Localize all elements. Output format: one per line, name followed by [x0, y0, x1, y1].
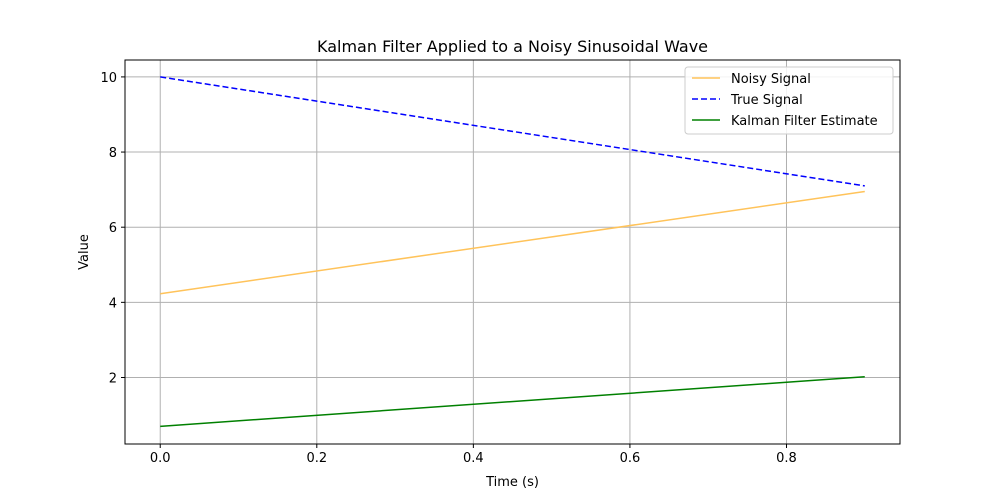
series-line-kalman-filter-estimate	[160, 375, 865, 428]
series-line-noisy-signal	[160, 190, 865, 295]
x-tick-label: 0.8	[776, 451, 797, 466]
legend-label-noisy-signal: Noisy Signal	[731, 72, 811, 87]
chart-title: Kalman Filter Applied to a Noisy Sinusoi…	[317, 37, 708, 56]
y-tick-label: 6	[109, 221, 117, 236]
x-tick-label: 0.2	[306, 451, 327, 466]
y-axis-label: Value	[77, 234, 92, 270]
y-tick-label: 2	[109, 371, 117, 386]
x-axis-label: Time (s)	[485, 475, 539, 490]
y-tick-label: 10	[100, 71, 117, 86]
x-axis-ticks: 0.0 0.2 0.4 0.6 0.8	[150, 444, 797, 466]
legend-label-kalman-estimate: Kalman Filter Estimate	[731, 114, 878, 129]
x-tick-label: 0.6	[620, 451, 641, 466]
plot-frame	[124, 59, 901, 445]
y-tick-label: 8	[109, 146, 117, 161]
legend-label-true-signal: True Signal	[730, 93, 803, 108]
series-lines	[160, 76, 865, 428]
y-tick-label: 4	[109, 296, 117, 311]
x-tick-label: 0.0	[150, 451, 171, 466]
legend-box	[684, 66, 894, 135]
y-axis-ticks: 2 4 6 8 10	[100, 71, 125, 386]
x-tick-label: 0.4	[463, 451, 484, 466]
legend: Noisy Signal True Signal Kalman Filter E…	[684, 66, 894, 135]
series-line-true-signal	[160, 76, 865, 187]
